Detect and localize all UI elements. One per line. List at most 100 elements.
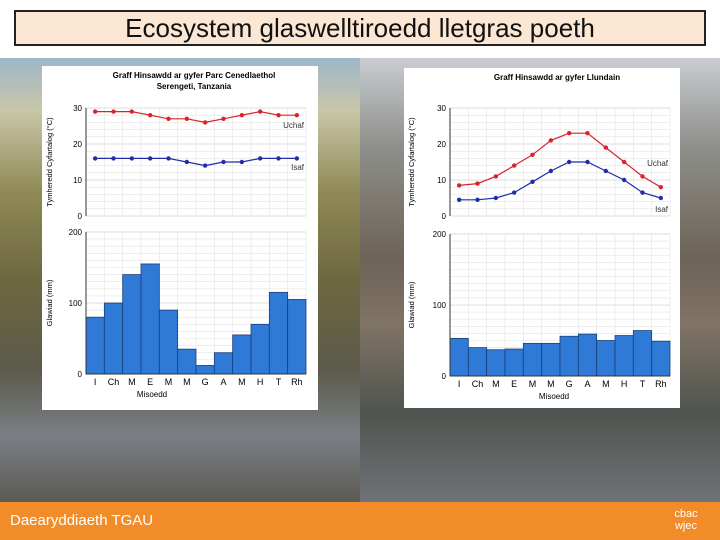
x-axis-label: Misoedd [137,390,167,399]
min-temp-point [530,179,535,184]
temp-axis-label: Tymheredd Cyfartalog (°C) [407,117,416,207]
rainfall-bar [577,333,598,377]
min-temp-line [95,157,297,167]
rainfall-bar [486,349,506,377]
rainfall-bar [651,340,671,377]
min-temp-point [221,159,226,165]
rainfall-bar [449,337,469,377]
temp-tick-label: 0 [442,212,447,221]
rainfall-bar [213,352,234,375]
rainfall-bar [268,291,289,375]
min-temp-point [548,168,554,174]
month-tick-label: E [147,377,153,387]
rainfall-bar [504,348,524,377]
serengeti-climate-graph: Graff Hinsawdd ar gyfer Parc Cenedlaetho… [45,71,307,399]
min-temp-label: Isaf [655,205,669,214]
rainfall-bar [103,302,124,375]
max-temp-point [493,174,499,179]
wjec-logo: cbac wjec [666,508,706,532]
slide-title-text: Ecosystem glaswelltiroedd lletgras poeth [125,12,595,43]
max-temp-point [511,163,517,168]
chart-title-line2: Serengeti, Tanzania [157,82,232,91]
max-temp-point [184,116,190,121]
rain-tick-label: 0 [442,372,447,381]
max-temp-point [566,131,572,136]
temp-tick-label: 0 [78,212,83,221]
rainfall-bar [522,342,543,377]
min-temp-point [184,159,190,165]
month-tick-label: M [183,377,191,387]
max-temp-point [221,116,226,121]
max-temp-point [475,181,480,186]
rainfall-bar [559,335,579,377]
min-temp-point [276,156,281,161]
chart-title-line1: Graff Hinsawdd ar gyfer Llundain [494,73,620,82]
min-temp-point [658,195,664,201]
month-tick-label: G [566,379,573,389]
max-temp-point [658,185,664,190]
month-tick-label: M [238,377,246,387]
month-tick-label: M [492,379,500,389]
footer-text: Daearyddiaeth TGAU [10,512,154,529]
max-temp-point [276,113,281,118]
rainfall-bar [541,342,561,377]
max-temp-point [166,116,171,121]
max-temp-point [640,174,645,179]
temp-tick-label: 30 [437,104,446,113]
footer-bar: Daearyddiaeth TGAU cbac wjec [0,502,720,540]
min-temp-point [147,156,153,161]
month-tick-label: H [257,377,264,387]
month-tick-label: Ch [108,377,120,387]
month-tick-label: Rh [291,377,303,387]
temp-axis-label: Tymheredd Cyfartalog (°C) [45,117,54,207]
min-temp-point [111,156,116,161]
month-tick-label: T [276,377,282,387]
max-temp-point [239,113,245,118]
rainfall-bar [158,309,179,375]
temp-tick-label: 20 [73,140,82,149]
rainfall-bar [250,323,270,375]
month-tick-label: H [621,379,628,389]
month-tick-label: Rh [655,379,667,389]
min-temp-point [257,156,263,161]
rain-tick-label: 0 [78,370,83,379]
rainfall-bar [177,348,197,375]
rainfall-bar [195,365,215,375]
min-temp-point [640,190,645,195]
rainfall-bar [614,335,634,377]
month-tick-label: T [640,379,646,389]
min-temp-point [294,156,300,161]
min-temp-point [621,177,627,183]
max-temp-label: Uchaf [283,121,305,130]
max-temp-line [95,110,297,124]
min-temp-point [566,159,572,165]
max-temp-line [459,132,662,188]
month-tick-label: M [165,377,173,387]
max-temp-point [621,159,627,165]
month-tick-label: M [547,379,555,389]
min-temp-point [202,163,208,168]
temp-tick-label: 20 [437,140,446,149]
min-temp-point [475,197,480,202]
max-temp-point [530,152,535,157]
month-tick-label: M [602,379,610,389]
rainfall-bar [140,263,160,375]
min-temp-point [129,156,135,161]
rain-tick-label: 100 [433,301,447,310]
min-temp-point [166,156,171,161]
logo-line-2: wjec [674,520,697,532]
rain-axis-label: Glawiad (mm) [407,281,416,328]
max-temp-label: Uchaf [647,159,669,168]
max-temp-point [111,109,116,114]
min-temp-label: Isaf [291,163,305,172]
min-temp-point [585,159,590,165]
rain-tick-label: 200 [69,228,83,237]
chart-title-line1: Graff Hinsawdd ar gyfer Parc Cenedlaetho… [113,71,276,80]
logo-line-1: cbac [674,508,698,520]
rainfall-bar [232,334,252,375]
max-temp-point [129,109,135,114]
rain-axis-label: Glawiad (mm) [45,279,54,326]
month-tick-label: G [202,377,209,387]
max-temp-point [603,145,609,150]
temp-tick-label: 30 [73,104,82,113]
